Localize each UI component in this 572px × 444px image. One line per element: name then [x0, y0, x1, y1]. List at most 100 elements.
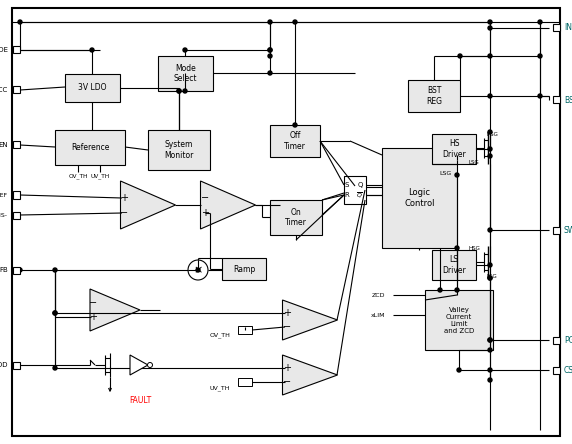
Text: IN: IN: [564, 24, 572, 32]
Circle shape: [268, 54, 272, 58]
Text: VSNS-: VSNS-: [0, 213, 8, 218]
Circle shape: [488, 338, 492, 342]
Text: BST: BST: [564, 95, 572, 104]
Text: VCC: VCC: [0, 87, 8, 93]
Text: LSG: LSG: [468, 159, 479, 164]
Circle shape: [538, 94, 542, 98]
Text: SW: SW: [564, 226, 572, 234]
Text: −: −: [283, 322, 291, 332]
FancyBboxPatch shape: [553, 226, 559, 234]
Text: ×: ×: [193, 265, 202, 275]
FancyBboxPatch shape: [553, 96, 559, 103]
Text: CS: CS: [564, 365, 572, 374]
Text: LSG: LSG: [487, 274, 498, 278]
Circle shape: [53, 311, 57, 315]
Text: Mode
Select: Mode Select: [174, 64, 197, 83]
Text: −: −: [120, 208, 128, 218]
Circle shape: [488, 20, 492, 24]
Text: −: −: [201, 193, 209, 203]
Text: +: +: [201, 208, 209, 218]
Circle shape: [293, 20, 297, 24]
Text: System
Monitor: System Monitor: [164, 140, 194, 160]
Circle shape: [488, 130, 492, 134]
FancyBboxPatch shape: [13, 47, 19, 53]
Text: R: R: [344, 192, 349, 198]
Circle shape: [488, 368, 492, 372]
Circle shape: [488, 94, 492, 98]
Text: Q: Q: [358, 182, 363, 188]
Circle shape: [458, 54, 462, 58]
Text: FB: FB: [0, 267, 8, 273]
Text: OV_TH: OV_TH: [68, 173, 88, 179]
Text: Ramp: Ramp: [233, 265, 255, 274]
Circle shape: [438, 288, 442, 292]
FancyBboxPatch shape: [238, 378, 252, 386]
Polygon shape: [201, 181, 256, 229]
Text: HS
Driver: HS Driver: [442, 139, 466, 159]
Circle shape: [488, 154, 492, 158]
Text: +: +: [283, 363, 291, 373]
Text: PGND: PGND: [564, 336, 572, 345]
Text: Valley
Current
Limit
and ZCD: Valley Current Limit and ZCD: [444, 306, 474, 333]
Circle shape: [488, 263, 492, 267]
FancyBboxPatch shape: [148, 130, 210, 170]
FancyBboxPatch shape: [553, 24, 559, 32]
Circle shape: [488, 26, 492, 30]
Circle shape: [488, 378, 492, 382]
Circle shape: [183, 48, 187, 52]
FancyBboxPatch shape: [382, 148, 457, 248]
FancyBboxPatch shape: [13, 266, 19, 274]
FancyBboxPatch shape: [408, 80, 460, 112]
Text: HSG: HSG: [486, 131, 498, 136]
FancyBboxPatch shape: [553, 337, 559, 344]
Circle shape: [196, 268, 200, 272]
FancyBboxPatch shape: [344, 176, 366, 204]
Polygon shape: [121, 181, 176, 229]
Polygon shape: [90, 289, 140, 331]
FancyBboxPatch shape: [270, 125, 320, 157]
Circle shape: [90, 48, 94, 52]
Circle shape: [177, 89, 181, 93]
Text: $\overline{Q}$: $\overline{Q}$: [356, 190, 363, 200]
Text: UV_TH: UV_TH: [209, 385, 230, 391]
Text: −: −: [89, 298, 97, 308]
FancyBboxPatch shape: [55, 130, 125, 165]
FancyBboxPatch shape: [13, 191, 19, 198]
Text: +: +: [120, 193, 128, 203]
Text: UV_TH: UV_TH: [90, 173, 110, 179]
FancyBboxPatch shape: [65, 74, 120, 102]
Circle shape: [488, 54, 492, 58]
Text: 3V LDO: 3V LDO: [78, 83, 107, 92]
FancyBboxPatch shape: [432, 250, 476, 280]
Text: Logic
Control: Logic Control: [404, 188, 435, 208]
Circle shape: [488, 276, 492, 280]
FancyBboxPatch shape: [12, 8, 560, 436]
Circle shape: [53, 311, 57, 315]
Circle shape: [455, 288, 459, 292]
Circle shape: [488, 338, 492, 342]
Circle shape: [53, 268, 57, 272]
Circle shape: [538, 20, 542, 24]
Circle shape: [293, 123, 297, 127]
Text: BST
REG: BST REG: [426, 86, 442, 106]
Text: MODE: MODE: [0, 47, 8, 53]
Circle shape: [268, 20, 272, 24]
Text: Off
Timer: Off Timer: [284, 131, 306, 151]
Circle shape: [188, 260, 208, 280]
FancyBboxPatch shape: [13, 211, 19, 218]
Text: S: S: [345, 182, 349, 188]
Text: TRK/REF: TRK/REF: [0, 193, 8, 198]
Circle shape: [488, 276, 492, 280]
Text: xLIM: xLIM: [371, 313, 385, 317]
Text: PGOOD: PGOOD: [0, 362, 8, 368]
Circle shape: [488, 147, 492, 151]
FancyBboxPatch shape: [222, 258, 266, 280]
Circle shape: [268, 48, 272, 52]
Circle shape: [268, 71, 272, 75]
FancyBboxPatch shape: [158, 56, 213, 91]
FancyBboxPatch shape: [13, 361, 19, 369]
FancyBboxPatch shape: [425, 290, 493, 350]
FancyBboxPatch shape: [270, 200, 322, 235]
Text: LSG: LSG: [439, 170, 451, 175]
Circle shape: [488, 228, 492, 232]
